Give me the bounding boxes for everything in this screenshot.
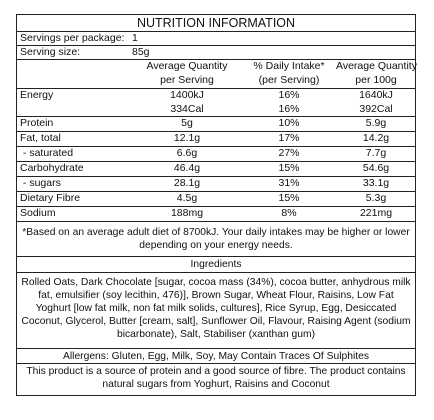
ingredients-list: Rolled Oats, Dark Chocolate [sugar, coco… bbox=[17, 273, 415, 349]
nutrient-row: Sodium 188mg 8% 221mg bbox=[17, 207, 415, 222]
nutrient-name: Carbohydrate bbox=[20, 162, 84, 174]
nutrient-row: - saturated 6.6g 27% 7.7g bbox=[17, 147, 415, 162]
daily-intake-value: 31% bbox=[278, 177, 300, 189]
servings-row: Servings per package: 1 bbox=[17, 32, 415, 46]
nutrient-row: Energy 1400kJ 16% 1640kJ bbox=[17, 89, 415, 103]
nutrient-name: Fat, total bbox=[20, 132, 61, 144]
per-100g-value: 33.1g bbox=[362, 177, 390, 189]
daily-intake-value: 15% bbox=[278, 162, 300, 174]
nutrient-name: Energy bbox=[20, 89, 54, 101]
header-avg-serving-2: per Serving bbox=[160, 74, 214, 86]
header-daily-intake-1: % Daily Intake* bbox=[253, 60, 325, 72]
per-100g-value: 392Cal bbox=[359, 103, 393, 115]
nutrient-name: Protein bbox=[20, 117, 54, 129]
nutrient-name: Sodium bbox=[20, 207, 56, 219]
per-100g-value: 14.2g bbox=[362, 132, 390, 144]
daily-intake-value: 10% bbox=[278, 117, 300, 129]
footnote: *Based on an average adult diet of 8700k… bbox=[17, 222, 415, 257]
nutrient-name: - saturated bbox=[20, 147, 74, 159]
daily-intake-value: 8% bbox=[281, 207, 297, 219]
nutrient-name: Dietary Fibre bbox=[20, 192, 81, 204]
header-daily-intake-2: (per Serving) bbox=[258, 74, 320, 86]
nutrient-row: Carbohydrate 46.4g 15% 54.6g bbox=[17, 162, 415, 177]
header-avg-serving-1: Average Quantity bbox=[146, 60, 228, 72]
daily-intake-value: 16% bbox=[278, 89, 300, 101]
daily-intake-value: 16% bbox=[278, 103, 300, 115]
nutrient-row: 334Cal 16% 392Cal bbox=[17, 103, 415, 117]
per-100g-value: 5.9g bbox=[365, 117, 387, 129]
per-serving-value: 12.1g bbox=[173, 132, 201, 144]
per-100g-value: 1640kJ bbox=[359, 89, 393, 101]
per-serving-value: 334Cal bbox=[170, 103, 204, 115]
nutrient-row: Dietary Fibre 4.5g 15% 5.3g bbox=[17, 192, 415, 207]
nutrient-row: - sugars 28.1g 31% 33.1g bbox=[17, 177, 415, 192]
serving-size-label: Serving size: bbox=[20, 46, 81, 58]
per-serving-value: 188mg bbox=[170, 207, 204, 219]
serving-size-value: 85g bbox=[132, 46, 150, 58]
per-100g-value: 221mg bbox=[359, 207, 393, 219]
per-serving-value: 46.4g bbox=[173, 162, 201, 174]
servings-value: 1 bbox=[132, 32, 138, 44]
nutrition-panel: NUTRITION INFORMATION Servings per packa… bbox=[16, 14, 417, 396]
nutrient-row: Protein 5g 10% 5.9g bbox=[17, 117, 415, 132]
per-serving-value: 1400kJ bbox=[170, 89, 204, 101]
daily-intake-value: 17% bbox=[278, 132, 300, 144]
daily-intake-value: 15% bbox=[278, 192, 300, 204]
per-100g-value: 5.3g bbox=[365, 192, 387, 204]
column-headers: Average Quantity per Serving % Daily Int… bbox=[17, 60, 417, 89]
per-serving-value: 4.5g bbox=[176, 192, 198, 204]
nutrient-row: Fat, total 12.1g 17% 14.2g bbox=[17, 132, 415, 147]
nutrient-name: - sugars bbox=[20, 177, 61, 189]
per-serving-value: 6.6g bbox=[176, 147, 198, 159]
panel-title: NUTRITION INFORMATION bbox=[17, 15, 415, 32]
nutrition-claim: This product is a source of protein and … bbox=[26, 366, 406, 390]
header-avg-100g-1: Average Quantity bbox=[336, 60, 417, 72]
per-serving-value: 28.1g bbox=[173, 177, 201, 189]
daily-intake-value: 27% bbox=[278, 147, 300, 159]
servings-label: Servings per package: bbox=[20, 32, 125, 44]
header-avg-100g-2: per 100g bbox=[355, 74, 397, 86]
allergens-statement: Allergens: Gluten, Egg, Milk, Soy, May C… bbox=[17, 349, 415, 364]
ingredients-heading: Ingredients bbox=[17, 257, 415, 273]
per-serving-value: 5g bbox=[181, 117, 193, 129]
per-100g-value: 7.7g bbox=[365, 147, 387, 159]
serving-size-row: Serving size: 85g bbox=[17, 46, 415, 60]
per-100g-value: 54.6g bbox=[362, 162, 390, 174]
